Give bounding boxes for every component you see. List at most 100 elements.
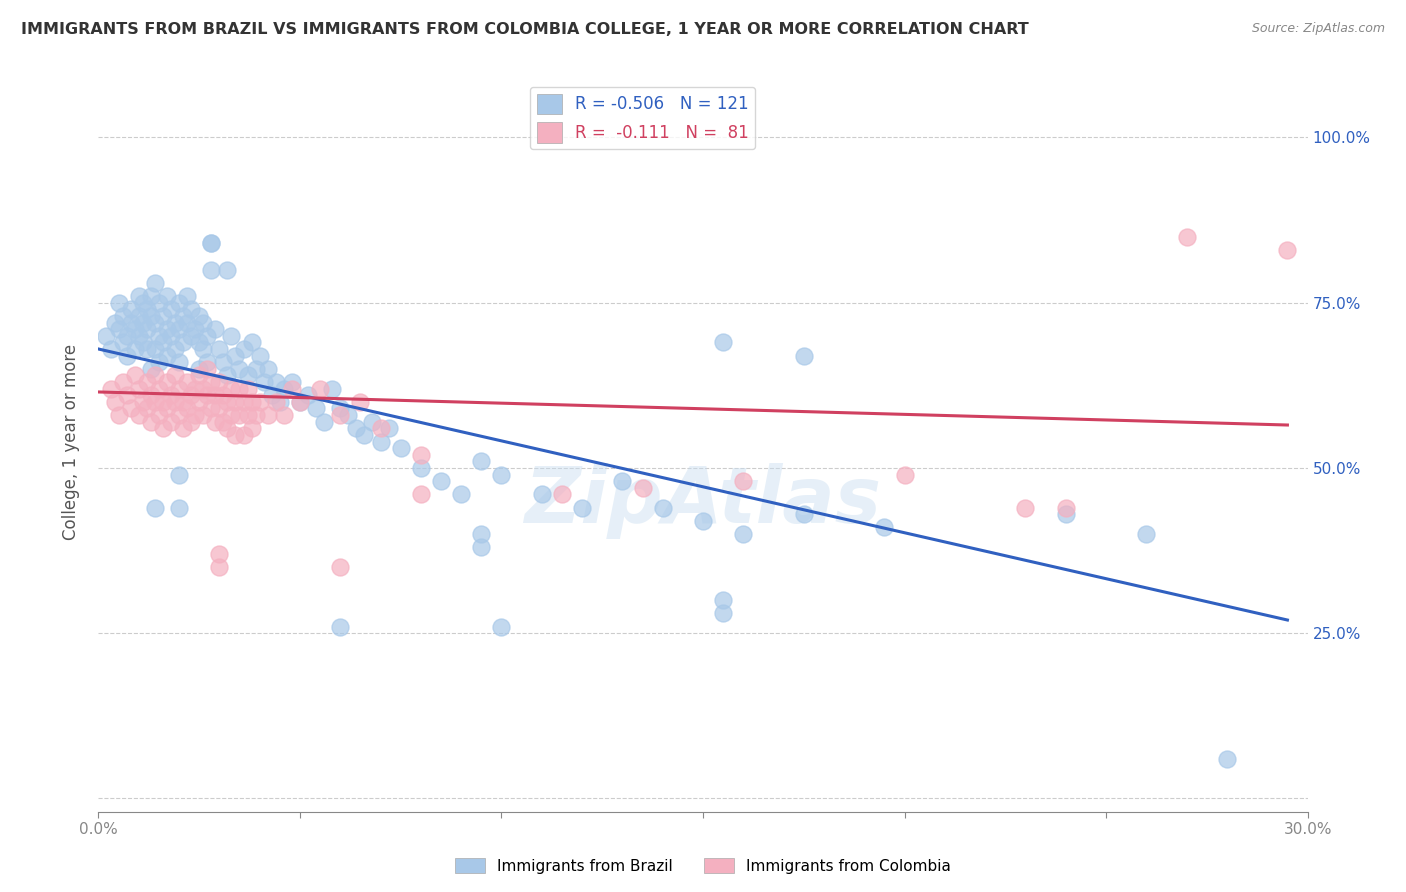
Point — [253, 375, 276, 389]
Point — [217, 395, 239, 409]
Point — [297, 388, 319, 402]
Point — [160, 415, 183, 429]
Point — [224, 428, 246, 442]
Point — [139, 309, 162, 323]
Point — [204, 388, 226, 402]
Point — [221, 408, 243, 422]
Point — [180, 302, 202, 317]
Point — [107, 295, 129, 310]
Point — [273, 382, 295, 396]
Point — [793, 508, 815, 522]
Point — [793, 349, 815, 363]
Point — [135, 302, 157, 317]
Point — [200, 375, 222, 389]
Point — [281, 382, 304, 396]
Point — [163, 395, 186, 409]
Point — [156, 401, 179, 416]
Point — [124, 342, 146, 356]
Point — [232, 428, 254, 442]
Point — [163, 368, 186, 383]
Point — [249, 395, 271, 409]
Point — [111, 375, 134, 389]
Point — [409, 461, 432, 475]
Point — [389, 441, 412, 455]
Point — [132, 316, 155, 330]
Point — [236, 408, 259, 422]
Point — [135, 342, 157, 356]
Point — [120, 302, 142, 317]
Point — [172, 335, 194, 350]
Point — [167, 322, 190, 336]
Point — [221, 382, 243, 396]
Point — [156, 375, 179, 389]
Point — [139, 388, 162, 402]
Point — [143, 368, 166, 383]
Point — [240, 421, 263, 435]
Point — [200, 236, 222, 251]
Point — [115, 349, 138, 363]
Point — [167, 467, 190, 482]
Point — [120, 401, 142, 416]
Point — [167, 382, 190, 396]
Point — [208, 560, 231, 574]
Point — [221, 328, 243, 343]
Point — [361, 415, 384, 429]
Point — [470, 541, 492, 555]
Point — [100, 382, 122, 396]
Point — [152, 421, 174, 435]
Point — [409, 487, 432, 501]
Point — [163, 342, 186, 356]
Point — [269, 395, 291, 409]
Point — [314, 415, 336, 429]
Point — [256, 361, 278, 376]
Point — [111, 335, 134, 350]
Point — [873, 520, 896, 534]
Point — [96, 328, 118, 343]
Point — [188, 368, 211, 383]
Point — [321, 382, 343, 396]
Point — [176, 375, 198, 389]
Point — [176, 401, 198, 416]
Point — [148, 408, 170, 422]
Point — [176, 289, 198, 303]
Point — [470, 527, 492, 541]
Point — [128, 328, 150, 343]
Point — [167, 355, 190, 369]
Point — [228, 382, 250, 396]
Point — [344, 421, 367, 435]
Point — [188, 335, 211, 350]
Point — [152, 309, 174, 323]
Point — [195, 388, 218, 402]
Point — [120, 316, 142, 330]
Point — [160, 388, 183, 402]
Point — [156, 289, 179, 303]
Point — [193, 342, 215, 356]
Text: IMMIGRANTS FROM BRAZIL VS IMMIGRANTS FROM COLOMBIA COLLEGE, 1 YEAR OR MORE CORRE: IMMIGRANTS FROM BRAZIL VS IMMIGRANTS FRO… — [21, 22, 1029, 37]
Point — [224, 349, 246, 363]
Point — [152, 395, 174, 409]
Point — [377, 421, 399, 435]
Point — [733, 527, 755, 541]
Point — [711, 607, 734, 621]
Point — [195, 328, 218, 343]
Point — [212, 355, 235, 369]
Point — [160, 328, 183, 343]
Point — [143, 342, 166, 356]
Point — [245, 408, 267, 422]
Point — [281, 375, 304, 389]
Point — [208, 375, 231, 389]
Point — [148, 382, 170, 396]
Point — [172, 421, 194, 435]
Point — [143, 276, 166, 290]
Point — [651, 500, 673, 515]
Point — [208, 547, 231, 561]
Point — [195, 361, 218, 376]
Point — [228, 408, 250, 422]
Point — [148, 355, 170, 369]
Point — [1054, 508, 1077, 522]
Point — [329, 620, 352, 634]
Point — [571, 500, 593, 515]
Point — [139, 415, 162, 429]
Point — [200, 262, 222, 277]
Point — [692, 514, 714, 528]
